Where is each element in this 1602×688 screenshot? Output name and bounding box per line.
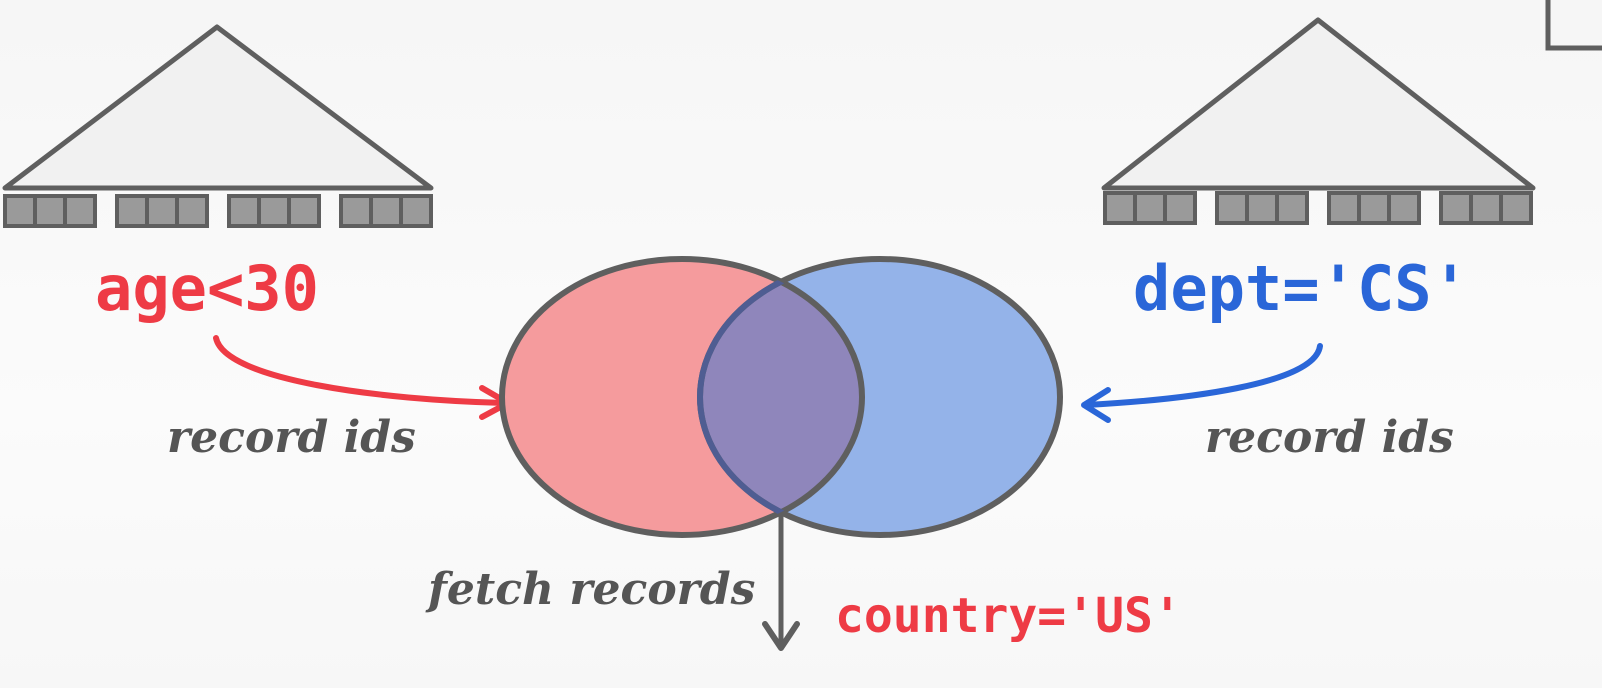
left-record-ids-arrow [213, 335, 511, 420]
left-tree-triangle [2, 24, 434, 191]
right-edge-label: record ids [1205, 412, 1454, 463]
right-record-ids-arrow [1081, 343, 1323, 423]
overlap-region [700, 259, 862, 535]
right-btree-index [1101, 17, 1536, 225]
filter-predicate-label: country='US' [835, 588, 1182, 644]
fetch-records-label: fetch records [425, 564, 755, 615]
fetch-records-arrow [762, 515, 800, 651]
left-predicate-label: age<30 [95, 252, 319, 325]
right-tree-triangle [1101, 17, 1536, 191]
left-btree-index [2, 24, 434, 228]
right-predicate-label: dept='CS' [1133, 252, 1469, 325]
left-edge-label: record ids [167, 412, 416, 463]
right-leaf-nodes [1103, 191, 1533, 225]
record-id-set-intersection [499, 256, 1063, 538]
corner-frame [1545, 0, 1602, 51]
left-leaf-nodes [3, 194, 433, 228]
